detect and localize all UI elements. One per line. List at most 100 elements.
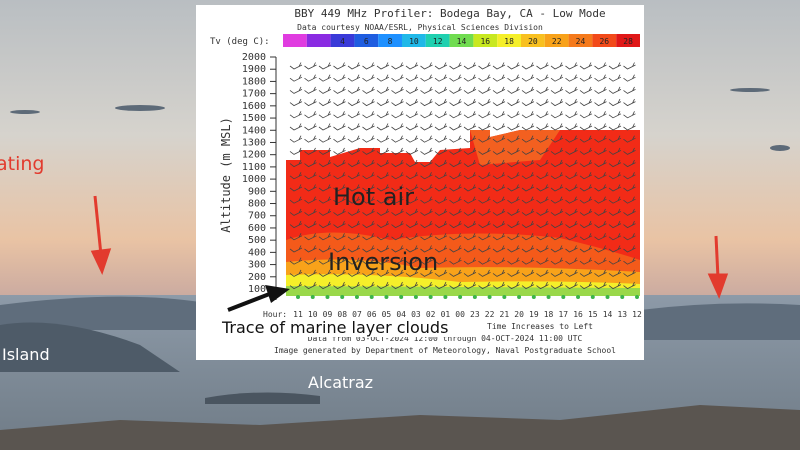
wind-barb — [376, 257, 390, 265]
wind-barb — [492, 184, 506, 192]
wind-barb — [579, 123, 593, 131]
wind-barb — [434, 257, 448, 265]
wind-barb — [463, 123, 477, 131]
wind-barb — [362, 147, 375, 155]
wind-barb — [434, 111, 448, 119]
wind-barb — [434, 245, 448, 253]
wind-barb — [536, 257, 549, 265]
wind-barb — [347, 184, 361, 192]
surface-marker — [472, 295, 477, 299]
wind-barb — [623, 74, 636, 82]
wind-barb — [420, 196, 433, 204]
wind-barb — [333, 147, 346, 155]
wind-barbs — [289, 62, 636, 290]
wind-barb — [405, 86, 419, 94]
wind-barb — [304, 135, 317, 143]
hour-tick-label: 13 — [617, 310, 627, 319]
wind-barb — [608, 86, 622, 94]
wind-barb — [565, 159, 578, 168]
wind-barb — [449, 184, 462, 192]
wind-barb — [420, 184, 433, 192]
wind-barb — [449, 220, 462, 229]
surface-marker — [384, 295, 389, 299]
wind-barb — [449, 245, 462, 253]
wind-barb — [376, 111, 390, 119]
colorbar-swatch — [449, 34, 474, 47]
colorbar-swatch — [497, 34, 521, 47]
wind-barb — [478, 123, 491, 131]
wind-barb — [449, 233, 462, 241]
wind-barb — [536, 245, 549, 253]
wind-barb — [405, 135, 419, 143]
wind-barb — [420, 220, 433, 229]
temperature-field — [286, 130, 640, 296]
wind-barb — [362, 196, 375, 204]
wind-barb — [318, 147, 332, 155]
colorbar-swatch — [616, 34, 640, 47]
wind-barb — [333, 245, 346, 253]
wind-barb — [478, 281, 491, 290]
wind-barb — [333, 281, 346, 290]
wind-barb — [536, 281, 549, 290]
wind-barb — [594, 159, 607, 168]
wind-barb — [536, 233, 549, 241]
wind-barb — [405, 208, 419, 216]
wind-barb — [478, 233, 491, 241]
wind-barb — [376, 172, 390, 180]
wind-barb — [594, 208, 607, 216]
wind-barb — [333, 269, 346, 277]
y-tick-label: 1300 — [242, 137, 266, 148]
wind-barb — [521, 184, 535, 192]
hour-tick-label: 10 — [308, 310, 318, 319]
wind-barb — [318, 245, 332, 253]
wind-barb — [333, 62, 346, 70]
wind-barb — [289, 233, 303, 241]
wind-barb — [565, 74, 578, 82]
wind-barb — [434, 147, 448, 155]
colorbar-swatch — [544, 34, 569, 47]
surface-marker — [502, 295, 507, 299]
wind-barb — [565, 257, 578, 265]
wind-barb — [391, 220, 404, 229]
wind-barb — [347, 86, 361, 94]
warm-patch — [470, 130, 560, 165]
wind-barb — [391, 74, 404, 82]
wind-barb — [420, 208, 433, 216]
colorbar-swatch — [521, 34, 545, 47]
wind-barb — [463, 86, 477, 94]
hour-tick-label: 23 — [470, 310, 480, 319]
wind-barb — [463, 208, 477, 216]
wind-barb — [289, 208, 303, 216]
wind-barb — [594, 245, 607, 253]
wind-barb — [405, 74, 419, 82]
wind-barb — [449, 281, 462, 290]
wind-barb — [391, 147, 404, 155]
wind-barb — [579, 74, 593, 82]
wind-barb — [623, 281, 636, 290]
wind-barb — [521, 135, 535, 143]
wind-barb — [434, 74, 448, 82]
wind-barb — [521, 281, 535, 290]
wind-barb — [289, 98, 303, 107]
wind-barb — [579, 220, 593, 229]
wind-barb — [507, 86, 520, 94]
wind-barb — [565, 98, 578, 107]
wind-barb — [565, 208, 578, 216]
wind-barb — [623, 220, 636, 229]
wind-barb — [594, 269, 607, 277]
surface-marker — [458, 295, 463, 299]
y-tick-label: 1700 — [242, 89, 266, 100]
wind-barb — [362, 74, 375, 82]
wind-barb — [579, 208, 593, 216]
wind-barb — [478, 74, 491, 82]
wind-barb — [478, 86, 491, 94]
wind-barb — [565, 281, 578, 290]
wind-barb — [623, 135, 636, 143]
wind-barb — [289, 281, 303, 290]
wind-barb — [608, 245, 622, 253]
wind-barb — [579, 98, 593, 107]
wind-barb — [289, 111, 303, 119]
wind-barb — [362, 98, 375, 107]
wind-barb — [449, 123, 462, 131]
wind-barb — [507, 208, 520, 216]
